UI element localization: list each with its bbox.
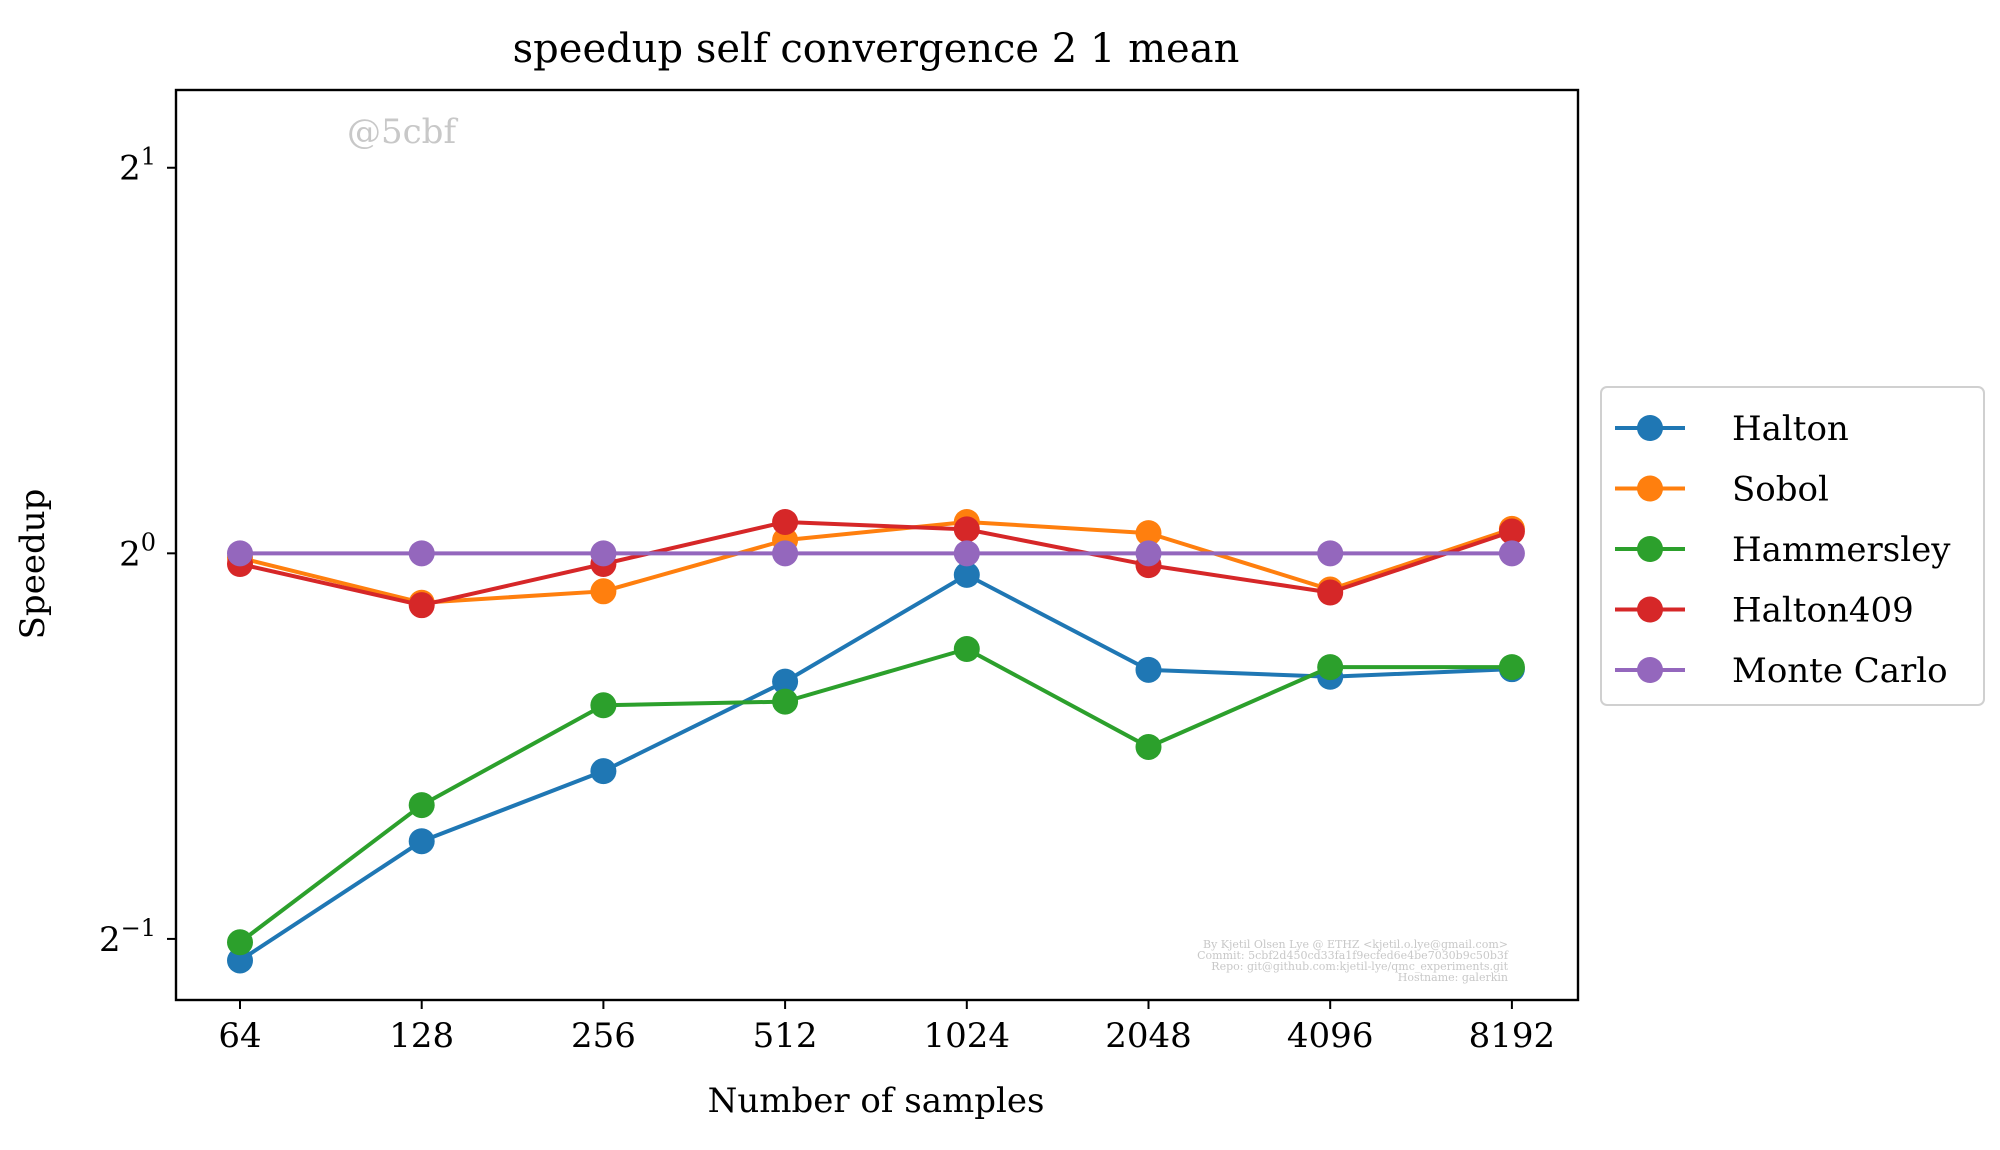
- legend-label-halton409: Halton409: [1732, 591, 1914, 631]
- point-monte-carlo-1024: [953, 540, 980, 567]
- footer-note-line-3: Hostname: galerkin: [1398, 971, 1508, 984]
- point-sobol-2048: [1135, 520, 1162, 547]
- plot-frame-group: [174, 88, 1580, 1002]
- point-halton-1024: [953, 561, 980, 588]
- point-hammersley-2048: [1135, 733, 1162, 760]
- legend-marker-sobol: [1637, 475, 1663, 502]
- plot-frame: [174, 88, 1580, 1002]
- point-monte-carlo-512: [772, 540, 799, 567]
- legend-label-hammersley: Hammersley: [1732, 530, 1951, 570]
- point-halton409-128: [408, 592, 435, 619]
- series-line-halton409: [239, 519, 1513, 608]
- point-monte-carlo-2048: [1135, 540, 1162, 567]
- point-halton-512: [772, 668, 799, 695]
- x-axis-title: Number of samples: [708, 1081, 1045, 1121]
- legend-label-halton: Halton: [1732, 409, 1849, 449]
- series-line-sobol: [239, 519, 1513, 605]
- footer-note-line-1: Commit: 5cbf2d450cd33fa1f9ecfed6e4be7030…: [1197, 949, 1509, 962]
- y-axis-title: Speedup: [13, 489, 53, 640]
- point-monte-carlo-256: [590, 540, 617, 567]
- point-hammersley-128: [408, 792, 435, 819]
- x-tick-label-256: 256: [571, 1016, 636, 1056]
- point-halton-256: [590, 758, 617, 785]
- legend-marker-hammersley: [1637, 536, 1663, 562]
- point-halton-64: [227, 947, 253, 974]
- y-tick-label-2: 21: [119, 143, 156, 189]
- point-halton-2048: [1135, 656, 1162, 683]
- chart-title: speedup self convergence 2 1 mean: [513, 26, 1240, 72]
- point-hammersley-4096: [1317, 654, 1344, 681]
- legend-label-monte-carlo: Monte Carlo: [1732, 651, 1948, 691]
- point-hammersley-1024: [953, 635, 980, 662]
- series-line-hammersley: [238, 646, 1512, 944]
- point-hammersley-256: [590, 692, 617, 719]
- point-hammersley-64: [227, 929, 253, 956]
- x-tick-label-512: 512: [753, 1016, 818, 1056]
- legend-marker-halton: [1637, 415, 1663, 441]
- legend: Halton Sobol Hammersley Halton409 Monte Carl…: [1600, 386, 1985, 706]
- legend-frame: [1600, 386, 1985, 706]
- x-tick-label-8192: 8192: [1469, 1016, 1556, 1056]
- point-halton409-1024: [953, 516, 980, 543]
- x-tick-label-2048: 2048: [1105, 1016, 1192, 1056]
- point-hammersley-8192: [1498, 654, 1525, 681]
- x-tick-label-1024: 1024: [924, 1016, 1011, 1056]
- legend-label-sobol: Sobol: [1732, 470, 1829, 510]
- point-halton409-8192: [1498, 518, 1525, 545]
- point-monte-carlo-64: [227, 540, 253, 567]
- y-tick-label-0: 2−1: [99, 914, 156, 960]
- point-halton-128: [408, 828, 435, 855]
- point-monte-carlo-128: [408, 540, 435, 567]
- series-group: [227, 508, 1525, 974]
- axes-group: 64 128 256 512 1024 2048 4096 8192 2−1 20 21: [99, 143, 1555, 1056]
- watermark-label: @5cbf: [347, 112, 458, 152]
- point-monte-carlo-4096: [1317, 540, 1344, 567]
- point-hammersley-512: [772, 688, 799, 715]
- point-halton409-512: [772, 508, 799, 535]
- x-tick-label-64: 64: [218, 1016, 261, 1056]
- footer-note-line-0: By Kjetil Olsen Lye @ ETHZ <kjetil.o.lye…: [1203, 938, 1508, 951]
- point-sobol-256: [590, 578, 617, 605]
- footer-note-group: By Kjetil Olsen Lye @ ETHZ <kjetil.o.lye…: [1197, 938, 1509, 984]
- legend-marker-halton409: [1637, 596, 1663, 623]
- footer-note-line-2: Repo: git@github.com:kjetil-lye/qmc_expe…: [1211, 960, 1508, 973]
- text-group: speedup self convergence 2 1 mean Number…: [13, 26, 1239, 1121]
- x-tick-label-128: 128: [389, 1016, 454, 1056]
- point-monte-carlo-8192: [1498, 540, 1525, 567]
- legend-marker-monte-carlo: [1637, 657, 1663, 683]
- y-tick-label-1: 20: [119, 528, 156, 574]
- x-tick-label-4096: 4096: [1287, 1016, 1374, 1056]
- series-line-halton: [238, 572, 1512, 963]
- point-halton409-4096: [1317, 579, 1344, 606]
